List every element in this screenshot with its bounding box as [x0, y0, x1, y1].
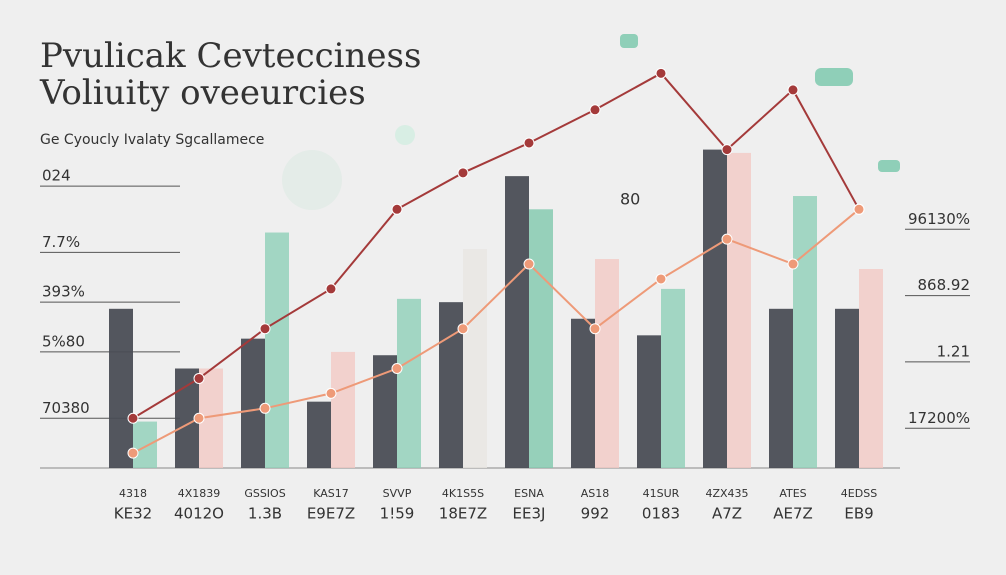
- bar: [331, 351, 355, 468]
- x-tick-label: 41SUR: [643, 487, 680, 500]
- point: [325, 387, 337, 399]
- bar: [571, 318, 595, 468]
- point: [523, 258, 535, 270]
- x-sublabel: EE3J: [513, 505, 546, 523]
- x-tick-label: 4ZX435: [705, 487, 748, 500]
- bar: [109, 308, 133, 468]
- x-tick-label: SVVP: [383, 487, 412, 500]
- bar: [529, 209, 553, 469]
- point: [457, 167, 469, 179]
- bar: [241, 338, 265, 468]
- y2-tick-label: 868.92: [918, 276, 971, 294]
- point: [655, 273, 667, 285]
- bar: [835, 308, 859, 468]
- y-tick-label: 393%: [42, 283, 85, 301]
- icon: [815, 68, 853, 86]
- bar: [661, 288, 685, 468]
- point: [787, 258, 799, 270]
- x-sublabel: A7Z: [712, 505, 742, 523]
- bar: [463, 249, 487, 468]
- point: [325, 283, 337, 295]
- x-tick-label: 4EDSS: [841, 487, 877, 500]
- y2-tick-label: 96130%: [908, 210, 970, 228]
- y-tick-label: 7.7%: [42, 233, 80, 251]
- x-tick-label: 4K1S5S: [442, 487, 484, 500]
- point: [457, 323, 469, 335]
- bar: [703, 149, 727, 468]
- point: [589, 104, 601, 116]
- y2-tick-label: 17200%: [908, 409, 970, 427]
- bar: [793, 196, 817, 469]
- bar: [133, 421, 157, 468]
- point: [127, 447, 139, 459]
- point: [853, 203, 865, 215]
- icon: [878, 160, 900, 172]
- bar: [859, 269, 883, 468]
- x-sublabel: E9E7Z: [307, 505, 355, 523]
- x-tick-label: AS18: [581, 487, 610, 500]
- point: [721, 233, 733, 245]
- x-sublabel: 992: [581, 505, 610, 523]
- x-tick-label: 4318: [119, 487, 147, 500]
- x-sublabel: 4012O: [174, 505, 224, 523]
- bar: [265, 232, 289, 468]
- x-tick-label: 4X1839: [178, 487, 221, 500]
- y-tick-label: 024: [42, 167, 71, 185]
- x-sublabel: KE32: [114, 505, 152, 523]
- point: [193, 372, 205, 384]
- line: [132, 208, 860, 454]
- x-tick-label: ESNA: [514, 487, 544, 500]
- point: [193, 412, 205, 424]
- x-sublabel: 18E7Z: [439, 505, 487, 523]
- x-sublabel: AE7Z: [773, 505, 813, 523]
- point: [391, 363, 403, 374]
- x-sublabel: 1.3B: [248, 505, 282, 523]
- annotation: 80: [620, 190, 640, 209]
- point: [787, 84, 799, 96]
- x-tick-label: ATES: [779, 487, 806, 500]
- point: [721, 144, 733, 156]
- point: [259, 323, 271, 335]
- bar: [769, 308, 793, 468]
- icon: [282, 150, 342, 210]
- y2-tick-label: 1.21: [937, 342, 970, 360]
- bar: [397, 298, 421, 468]
- chart-subtitle: Voliuity oveeurcies: [39, 73, 366, 113]
- x-sublabel: 1!59: [380, 505, 415, 523]
- icon: [395, 125, 415, 145]
- x-tick-label: GSSIOS: [244, 487, 285, 500]
- caption: Ge Cyoucly Ivalaty Sgcallamece: [40, 132, 264, 148]
- bar: [637, 335, 661, 468]
- line: [132, 72, 860, 420]
- y-tick-label: 5%80: [42, 332, 85, 350]
- bar: [505, 176, 529, 468]
- bar: [727, 152, 751, 468]
- x-sublabel: EB9: [844, 505, 873, 523]
- x-tick-label: KAS17: [313, 487, 349, 500]
- point: [655, 67, 667, 79]
- icon: [620, 34, 638, 48]
- point: [523, 137, 535, 149]
- point: [391, 203, 403, 215]
- point: [259, 402, 271, 414]
- bar: [307, 401, 331, 468]
- point: [127, 412, 139, 424]
- chart-title: Pvulicak Cevtecciness: [40, 36, 421, 76]
- y-tick-label: 70380: [42, 399, 90, 417]
- x-sublabel: 0183: [642, 505, 680, 523]
- bar: [595, 259, 619, 468]
- point: [589, 323, 601, 335]
